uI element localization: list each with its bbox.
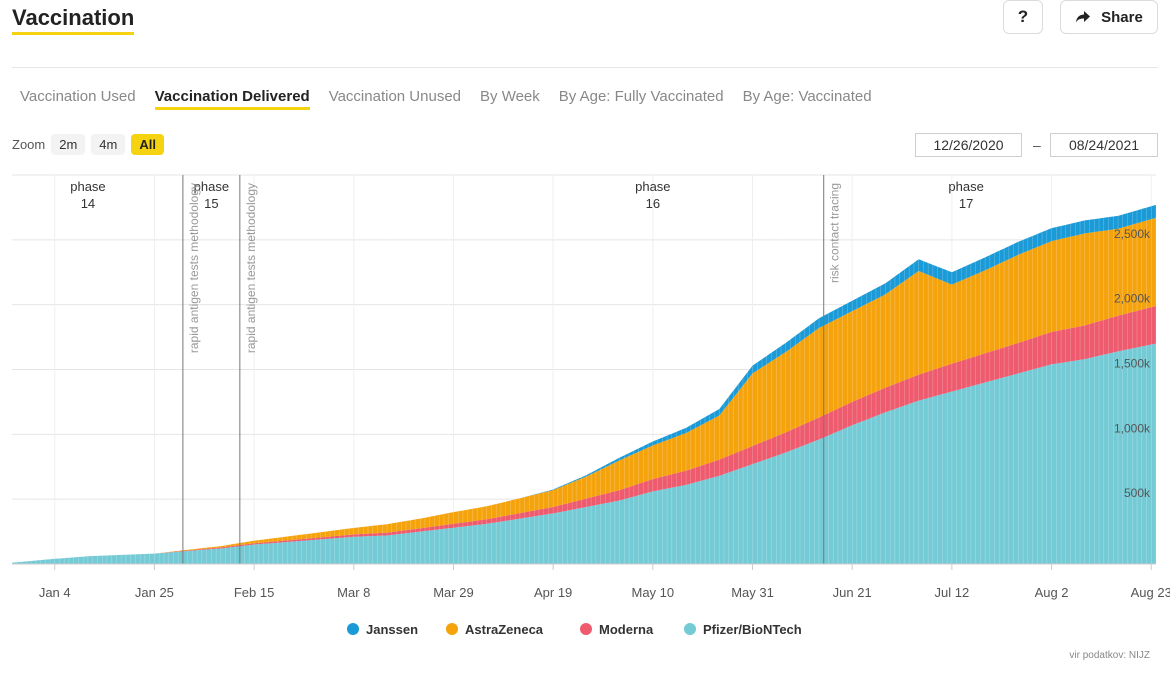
x-tick-label: Jul 12 <box>935 585 970 600</box>
x-tick-label: Jun 21 <box>833 585 872 600</box>
phase-number: 17 <box>959 196 973 211</box>
phase-number: 15 <box>204 196 218 211</box>
legend-label: Pfizer/BioNTech <box>703 622 802 637</box>
data-source: vir podatkov: NIJZ <box>1069 650 1150 661</box>
zoom-4m-button[interactable]: 4m <box>91 134 126 155</box>
x-tick-label: Jan 25 <box>135 585 174 600</box>
help-button[interactable]: ? <box>1003 0 1043 34</box>
header-divider <box>12 67 1158 68</box>
legend-label: AstraZeneca <box>465 622 544 637</box>
annotation-label: rapid antigen tests methodology <box>244 183 258 353</box>
date-to-input[interactable]: 08/24/2021 <box>1050 133 1158 157</box>
x-tick-label: May 31 <box>731 585 774 600</box>
page-title: Vaccination <box>12 4 135 35</box>
x-tick-label: Jan 4 <box>39 585 71 600</box>
y-tick-label: 2,000k <box>1114 292 1151 306</box>
phase-label: phase <box>948 179 983 194</box>
x-tick-label: May 10 <box>632 585 675 600</box>
phase-number: 14 <box>81 196 95 211</box>
legend-label: Janssen <box>366 622 418 637</box>
y-tick-label: 500k <box>1124 486 1151 500</box>
x-tick-label: Mar 8 <box>337 585 370 600</box>
zoom-label: Zoom <box>12 137 46 152</box>
x-tick-label: Feb 15 <box>234 585 274 600</box>
legend-swatch <box>347 623 359 635</box>
tab-vaccination-delivered[interactable]: Vaccination Delivered <box>154 87 310 110</box>
legend-swatch <box>684 623 696 635</box>
series-area-janssen <box>12 204 1156 563</box>
legend-swatch <box>580 623 592 635</box>
legend-swatch <box>446 623 458 635</box>
y-tick-label: 1,500k <box>1114 357 1151 371</box>
x-tick-label: Mar 29 <box>433 585 473 600</box>
tab-by-week[interactable]: By Week <box>480 88 540 105</box>
tab-bar: Vaccination Used Vaccination Delivered V… <box>20 87 872 110</box>
share-label: Share <box>1101 8 1143 26</box>
date-from-input[interactable]: 12/26/2020 <box>915 133 1022 157</box>
annotation-label: rapid antigen tests methodology <box>187 183 201 353</box>
date-range-separator: – <box>1033 137 1041 153</box>
tab-vaccination-used[interactable]: Vaccination Used <box>20 88 136 105</box>
x-tick-label: Aug 23 <box>1131 585 1170 600</box>
x-tick-label: Aug 2 <box>1035 585 1069 600</box>
phase-number: 16 <box>646 196 660 211</box>
tab-by-age-fully-vaccinated[interactable]: By Age: Fully Vaccinated <box>558 88 724 105</box>
share-button[interactable]: Share <box>1060 0 1158 34</box>
legend-label: Moderna <box>599 622 654 637</box>
tab-by-age-vaccinated[interactable]: By Age: Vaccinated <box>742 88 872 105</box>
tab-vaccination-unused[interactable]: Vaccination Unused <box>328 88 462 105</box>
share-arrow-icon <box>1076 11 1091 23</box>
y-tick-label: 1,000k <box>1114 421 1151 435</box>
y-tick-label: 2,500k <box>1114 227 1151 241</box>
series-area-pfizer-biontech <box>12 343 1156 564</box>
zoom-control: Zoom 2m 4m All <box>12 134 164 155</box>
zoom-all-button[interactable]: All <box>131 134 164 155</box>
series-area-astrazeneca <box>12 217 1156 563</box>
phase-label: phase <box>194 179 229 194</box>
x-tick-label: Apr 19 <box>534 585 572 600</box>
phase-label: phase <box>635 179 670 194</box>
phase-label: phase <box>70 179 105 194</box>
annotation-label: risk contact tracing <box>828 183 842 283</box>
zoom-2m-button[interactable]: 2m <box>51 134 86 155</box>
